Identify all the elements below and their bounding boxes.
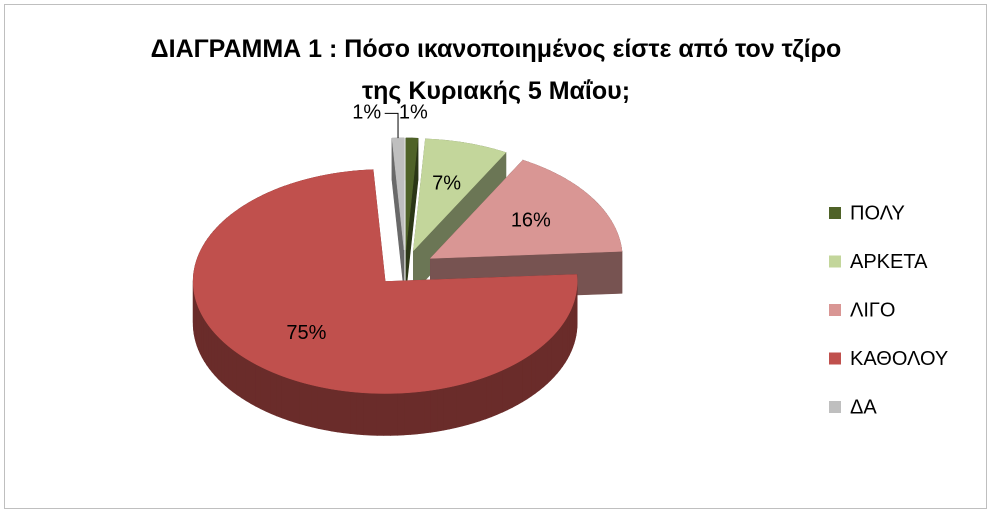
- data-label: 1%: [352, 102, 381, 124]
- data-label: 1%: [399, 102, 428, 124]
- slice-side: [485, 374, 492, 420]
- slice-side: [383, 393, 391, 436]
- slice-side: [350, 391, 358, 435]
- slice-side: [208, 325, 213, 373]
- slice-side: [281, 375, 289, 421]
- slice-side: [228, 346, 234, 393]
- slice-side: [305, 383, 313, 428]
- legend-label: ΔΑ: [850, 396, 877, 418]
- slice-side: [232, 349, 238, 396]
- legend-swatch: [829, 352, 841, 365]
- slice-side: [461, 382, 469, 427]
- slice-side: [403, 392, 411, 436]
- slice-side: [455, 383, 463, 429]
- slice-side: [517, 359, 523, 406]
- slice-side: [299, 381, 307, 426]
- slice-side: [502, 367, 508, 413]
- slice-side: [376, 393, 385, 436]
- slice-side: [311, 384, 319, 429]
- slice-side: [390, 392, 398, 436]
- slice-side: [260, 366, 267, 412]
- slice-side: [531, 350, 536, 397]
- slice-side: [211, 329, 216, 377]
- slice-side: [287, 377, 295, 423]
- slice-side: [214, 332, 219, 380]
- legend-label: ΚΑΘΟΛΟΥ: [850, 348, 948, 370]
- slice: [429, 159, 623, 259]
- legend-swatch: [829, 304, 841, 316]
- slice-side: [512, 362, 518, 408]
- slice-side: [363, 392, 371, 436]
- slice: [192, 169, 578, 394]
- slice-side: [245, 358, 252, 405]
- slice-side: [396, 392, 405, 436]
- slice: [413, 138, 507, 252]
- slice-side: [479, 376, 487, 422]
- data-label: 16%: [511, 209, 551, 231]
- data-label: 7%: [432, 172, 461, 194]
- slice-side: [203, 318, 207, 366]
- slice-side: [442, 386, 450, 431]
- slice-side: [356, 391, 365, 436]
- chart-title: ΔΙΑΓΡΑΜΜΑ 1 : Πόσο ικανοποιημένος είστε …: [150, 35, 842, 105]
- slice-side: [467, 380, 475, 425]
- slice-side: [370, 392, 378, 436]
- slice-side: [546, 337, 552, 385]
- slice-side: [543, 340, 548, 388]
- slice-side: [473, 378, 481, 424]
- slice-side: [265, 368, 272, 415]
- slice-side: [491, 372, 498, 418]
- slice-side: [343, 390, 351, 434]
- slice-side: [410, 391, 418, 435]
- slice-side: [201, 314, 205, 363]
- slice-side: [430, 389, 438, 433]
- slice-side: [337, 389, 345, 434]
- slice-side: [507, 364, 513, 411]
- slice-side: [535, 347, 541, 394]
- slice-side: [324, 387, 332, 432]
- slice-side: [270, 371, 277, 417]
- slice-side: [449, 385, 457, 430]
- slice-side: [496, 369, 503, 416]
- slice: [405, 137, 419, 251]
- data-label: 75%: [286, 322, 326, 344]
- slice-side: [250, 361, 256, 407]
- legend-swatch: [829, 401, 841, 413]
- legend-swatch: [829, 255, 841, 268]
- slice-side: [236, 352, 242, 399]
- legend-swatch: [829, 207, 841, 219]
- slice-side: [562, 319, 566, 368]
- slice-side: [522, 356, 528, 403]
- leader-line: [384, 112, 399, 139]
- slice-side: [241, 355, 247, 402]
- slice-side: [559, 323, 563, 371]
- slice-side: [330, 388, 338, 433]
- slice-side: [553, 330, 558, 378]
- slice-side: [206, 321, 210, 370]
- slice-side: [255, 363, 262, 410]
- slice-side: [217, 336, 222, 383]
- slice-side: [436, 387, 444, 432]
- legend-label: ΛΙΓΟ: [850, 299, 896, 321]
- legend-label: ΑΡΚΕΤΑ: [850, 251, 928, 273]
- slice-side: [556, 326, 561, 375]
- slice-side: [526, 353, 532, 400]
- slice-side: [539, 344, 544, 391]
- slice-side: [423, 390, 431, 434]
- slice-side: [564, 315, 568, 364]
- slice-side: [567, 312, 570, 359]
- slice-side: [317, 386, 325, 431]
- slice-side: [276, 373, 283, 419]
- slice-side: [550, 334, 555, 381]
- slice-side: [416, 390, 425, 435]
- chart-border: [4, 4, 987, 509]
- slice-side: [221, 339, 226, 387]
- slice-side: [293, 379, 301, 425]
- legend-label: ΠΟΛΥ: [850, 202, 905, 224]
- slice-side: [224, 342, 230, 390]
